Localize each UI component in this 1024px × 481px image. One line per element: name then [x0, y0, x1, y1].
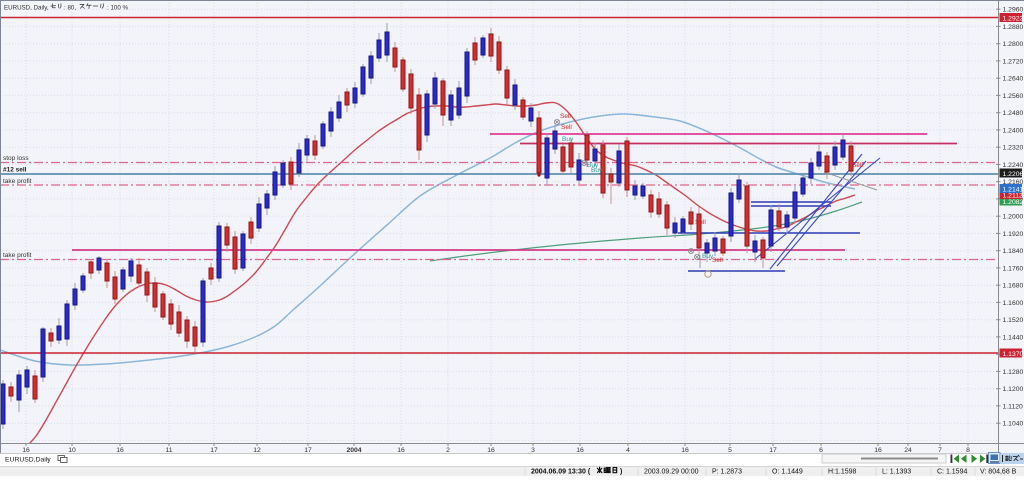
svg-text:1.2141: 1.2141 — [1003, 186, 1024, 193]
svg-text:1.1120: 1.1120 — [1003, 403, 1024, 410]
svg-text:1.1040: 1.1040 — [1003, 421, 1024, 428]
svg-text:1.2800: 1.2800 — [1003, 41, 1024, 48]
svg-text:2003.09.29 00:00: 2003.09.29 00:00 — [644, 469, 699, 476]
svg-text:V: 804,68 B: V: 804,68 B — [980, 469, 1017, 476]
svg-text:1.2400: 1.2400 — [1003, 127, 1024, 134]
svg-text:take profit: take profit — [3, 178, 32, 185]
svg-text:1.2923: 1.2923 — [1003, 15, 1024, 22]
svg-text:Sell: Sell — [852, 162, 863, 169]
svg-text:1.2720: 1.2720 — [1003, 58, 1024, 65]
svg-text:1.1680: 1.1680 — [1003, 283, 1024, 290]
svg-text:O: 1.1449: O: 1.1449 — [772, 469, 803, 476]
svg-text:EURUSD,Daily: EURUSD,Daily — [5, 457, 51, 464]
svg-text:2004: 2004 — [346, 447, 361, 454]
svg-text:P: 1.2873: P: 1.2873 — [712, 469, 742, 476]
svg-text:2: 2 — [446, 447, 450, 454]
svg-text:1.1600: 1.1600 — [1003, 300, 1024, 307]
svg-text:×: × — [46, 457, 50, 464]
svg-text:take profit: take profit — [3, 252, 32, 259]
svg-text:1.2320: 1.2320 — [1003, 145, 1024, 152]
svg-text:Sell: Sell — [695, 219, 706, 226]
svg-text:Sell: Sell — [560, 113, 571, 120]
svg-text:1.2960: 1.2960 — [1003, 7, 1024, 14]
svg-text:6: 6 — [819, 447, 823, 454]
svg-text:stop loss: stop loss — [3, 155, 29, 162]
svg-text:1.2560: 1.2560 — [1003, 93, 1024, 100]
svg-text:16: 16 — [576, 447, 584, 454]
svg-text:16: 16 — [397, 447, 405, 454]
svg-text:: 100 %: : 100 % — [107, 5, 128, 12]
svg-text:1.1840: 1.1840 — [1003, 248, 1024, 255]
svg-text:Sell: Sell — [712, 257, 723, 264]
svg-text:1.2160: 1.2160 — [1003, 179, 1024, 186]
svg-text:7: 7 — [938, 447, 942, 454]
svg-text:: 80,: : 80, — [64, 5, 76, 12]
svg-text:16: 16 — [874, 447, 882, 454]
svg-text:1.2480: 1.2480 — [1003, 110, 1024, 117]
svg-text:1.1440: 1.1440 — [1003, 334, 1024, 341]
svg-text:1.1370: 1.1370 — [1003, 351, 1024, 358]
svg-text:11: 11 — [165, 447, 172, 454]
svg-text:12: 12 — [253, 447, 261, 454]
svg-text:1.2880: 1.2880 — [1003, 24, 1024, 31]
svg-text:Buy: Buy — [702, 253, 714, 260]
svg-text:1.1920: 1.1920 — [1003, 231, 1024, 238]
svg-text:Buy: Buy — [591, 167, 603, 174]
svg-text:L: 1.1393: L: 1.1393 — [882, 469, 911, 476]
svg-text:4: 4 — [626, 447, 630, 454]
svg-text:17: 17 — [210, 447, 218, 454]
svg-text:Sell: Sell — [561, 124, 572, 131]
svg-text:1.2112: 1.2112 — [1003, 192, 1024, 199]
svg-text:Buy: Buy — [562, 136, 574, 143]
svg-text:16: 16 — [487, 447, 495, 454]
svg-text:1.2240: 1.2240 — [1003, 162, 1024, 169]
svg-text:24: 24 — [904, 447, 912, 454]
svg-text:1.2206: 1.2206 — [1003, 171, 1024, 178]
svg-text:H:1.1598: H:1.1598 — [828, 469, 857, 476]
svg-text:17: 17 — [769, 447, 777, 454]
svg-text:2004.06.09 13:30 (: 2004.06.09 13:30 ( — [531, 469, 591, 476]
svg-text:16: 16 — [116, 447, 124, 454]
svg-text:3: 3 — [531, 447, 535, 454]
svg-text:1.1280: 1.1280 — [1003, 369, 1024, 376]
svg-text:5: 5 — [728, 447, 732, 454]
svg-text:1.1200: 1.1200 — [1003, 386, 1024, 393]
svg-text:16: 16 — [22, 447, 30, 454]
svg-text:1.2000: 1.2000 — [1003, 214, 1024, 221]
svg-text:1.2082: 1.2082 — [1003, 199, 1024, 206]
svg-text:10: 10 — [68, 447, 76, 454]
svg-text:C: 1.1594: C: 1.1594 — [937, 469, 967, 476]
svg-text:): ) — [620, 469, 622, 476]
svg-text:16: 16 — [681, 447, 689, 454]
svg-text:#12 sell: #12 sell — [3, 167, 27, 174]
svg-text:1.1760: 1.1760 — [1003, 265, 1024, 272]
svg-text:Buy: Buy — [587, 162, 599, 169]
svg-text:8: 8 — [966, 447, 970, 454]
svg-text:1.2640: 1.2640 — [1003, 76, 1024, 83]
svg-text:EURUSD, Daily,: EURUSD, Daily, — [4, 5, 49, 12]
svg-text:17: 17 — [304, 447, 312, 454]
svg-text:1.1520: 1.1520 — [1003, 317, 1024, 324]
